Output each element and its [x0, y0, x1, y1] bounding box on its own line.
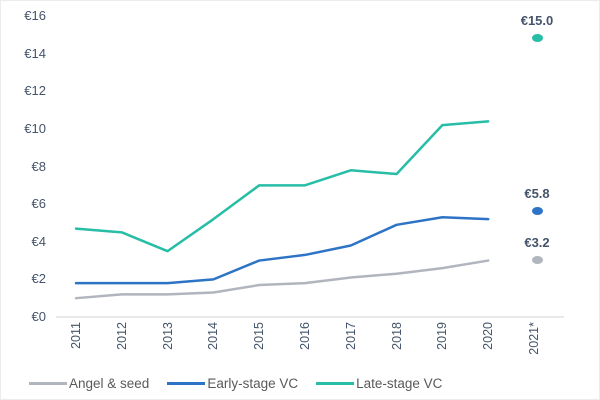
legend-label: Angel & seed: [69, 375, 150, 391]
point-marker-dot: [531, 33, 543, 42]
legend-item-early-stage-vc: Early-stage VC: [167, 376, 298, 391]
x-tick-label: 2020: [481, 322, 496, 350]
x-tick-label: 2012: [114, 322, 129, 350]
y-tick-label: €10: [24, 120, 46, 136]
y-tick-label: €12: [24, 83, 46, 99]
legend-item-angel-and-seed: Angel & seed: [29, 376, 149, 391]
x-tick-label: 2019: [435, 322, 450, 350]
end-marker-early-stage-vc: €5.8: [509, 186, 565, 220]
end-marker-late-stage-vc: €15.0: [509, 13, 565, 47]
end-marker-angel-and-seed: €3.2: [509, 235, 565, 269]
legend-line-sample: [316, 381, 355, 385]
data-label: €5.8: [524, 185, 550, 201]
line-early-stage-vc: [74, 216, 490, 285]
y-tick-label: €0: [31, 309, 46, 324]
point-marker-dot: [531, 206, 543, 215]
x-tick-label: 2014: [206, 322, 221, 350]
legend-line-sample: [167, 381, 206, 385]
legend-label: Late-stage VC: [356, 375, 443, 391]
y-tick-label: €16: [24, 8, 46, 23]
legend-line-sample: [29, 381, 67, 385]
line-late-stage-vc: [74, 120, 490, 253]
legend-label: Early-stage VC: [207, 375, 299, 391]
data-label: €3.2: [524, 234, 550, 250]
y-tick-label: €4: [31, 233, 46, 249]
x-tick-label: 2011: [69, 322, 83, 349]
x-tick-label: 2017: [343, 322, 358, 350]
y-tick-label: €2: [31, 271, 46, 287]
point-marker-dot: [531, 255, 543, 264]
x-tick-label: 2021*: [527, 322, 541, 355]
x-tick-label: 2013: [160, 322, 175, 350]
y-tick-label: €14: [24, 45, 46, 61]
x-tick-label: 2016: [298, 322, 312, 350]
line-angel-and-seed: [74, 259, 490, 300]
legend-item-late-stage-vc: Late-stage VC: [316, 376, 442, 391]
data-label: €15.0: [520, 12, 554, 28]
x-tick-label: 2018: [389, 322, 404, 350]
y-tick-label: €6: [31, 196, 46, 212]
legend: Angel & seed Early-stage VC Late-stage V…: [29, 374, 599, 392]
x-tick-label: 2015: [252, 322, 267, 350]
y-tick-label: €8: [31, 158, 46, 174]
